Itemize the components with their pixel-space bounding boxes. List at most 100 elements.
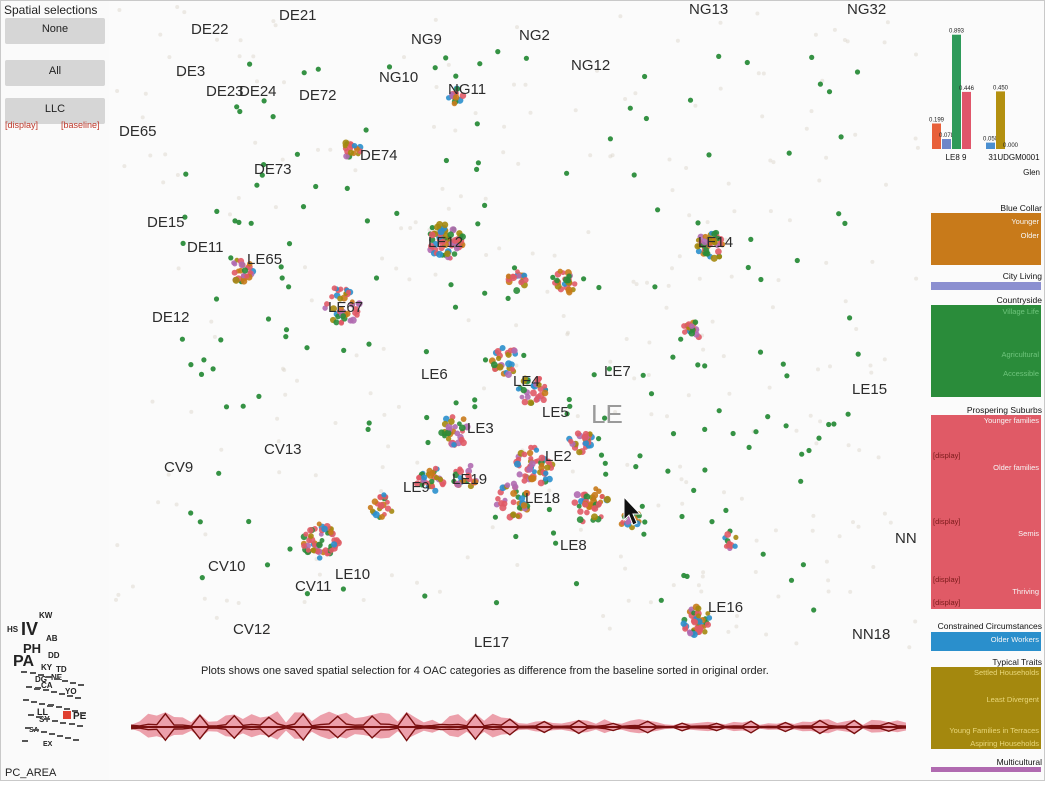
area-point[interactable]: [554, 277, 560, 284]
area-point[interactable]: [313, 473, 318, 478]
area-point[interactable]: [265, 628, 270, 633]
area-point[interactable]: [535, 393, 541, 400]
area-point[interactable]: [453, 400, 459, 406]
area-point[interactable]: [432, 487, 439, 494]
area-point[interactable]: [338, 320, 345, 326]
area-point[interactable]: [788, 577, 795, 583]
area-point[interactable]: [338, 286, 344, 292]
area-point[interactable]: [466, 318, 471, 323]
area-point[interactable]: [415, 580, 419, 585]
area-point[interactable]: [732, 543, 738, 549]
area-point[interactable]: [534, 376, 542, 383]
area-point[interactable]: [705, 220, 710, 225]
postcode-area-label[interactable]: LE15: [852, 381, 888, 398]
area-point[interactable]: [437, 589, 442, 594]
area-point[interactable]: [682, 625, 689, 632]
area-point[interactable]: [150, 399, 155, 404]
mini-map-area-label[interactable]: KW: [39, 611, 53, 620]
area-point[interactable]: [381, 346, 386, 351]
area-point[interactable]: [316, 521, 322, 527]
area-point[interactable]: [366, 341, 372, 347]
area-point[interactable]: [490, 525, 495, 530]
area-point[interactable]: [816, 367, 820, 372]
postcode-area-label[interactable]: NG2: [519, 27, 550, 44]
area-point[interactable]: [679, 513, 685, 520]
area-point[interactable]: [584, 509, 590, 516]
area-point[interactable]: [543, 470, 549, 476]
area-point[interactable]: [885, 20, 890, 25]
area-point[interactable]: [588, 153, 593, 158]
area-point[interactable]: [724, 531, 732, 538]
area-point[interactable]: [382, 412, 387, 417]
area-point[interactable]: [438, 429, 445, 437]
area-point[interactable]: [322, 547, 329, 554]
area-point[interactable]: [681, 323, 687, 329]
area-point[interactable]: [783, 423, 789, 429]
category-block-constrained[interactable]: Older Workers: [931, 632, 1041, 651]
bar[interactable]: [986, 142, 995, 149]
area-point[interactable]: [364, 218, 370, 224]
area-point[interactable]: [711, 230, 718, 238]
area-point[interactable]: [701, 570, 706, 575]
area-point[interactable]: [541, 389, 549, 397]
area-point[interactable]: [446, 206, 451, 211]
area-point[interactable]: [690, 618, 697, 624]
area-point[interactable]: [565, 332, 570, 337]
postcode-area-label[interactable]: LE3: [467, 420, 494, 437]
area-point[interactable]: [678, 336, 684, 342]
area-point[interactable]: [665, 468, 671, 474]
area-point[interactable]: [718, 86, 723, 91]
area-point[interactable]: [426, 471, 434, 479]
area-point[interactable]: [561, 314, 566, 318]
area-point[interactable]: [521, 352, 527, 358]
area-point[interactable]: [703, 247, 710, 254]
area-point[interactable]: [542, 476, 549, 482]
area-point[interactable]: [695, 605, 702, 612]
area-point[interactable]: [156, 500, 161, 505]
area-point[interactable]: [342, 139, 350, 147]
area-point[interactable]: [254, 182, 260, 188]
area-point[interactable]: [451, 441, 457, 448]
area-point[interactable]: [498, 500, 505, 507]
area-point[interactable]: [567, 403, 573, 409]
area-point[interactable]: [871, 565, 876, 569]
area-point[interactable]: [884, 182, 888, 187]
area-point[interactable]: [474, 121, 480, 127]
area-point[interactable]: [692, 319, 699, 325]
area-point[interactable]: [283, 327, 290, 333]
area-point[interactable]: [754, 538, 759, 543]
area-point[interactable]: [832, 27, 837, 32]
area-point[interactable]: [432, 465, 439, 472]
area-point[interactable]: [224, 598, 229, 603]
area-point[interactable]: [510, 499, 517, 506]
area-point[interactable]: [870, 259, 875, 264]
postcode-area-label[interactable]: LE67: [328, 299, 364, 316]
area-point[interactable]: [496, 363, 504, 371]
area-point[interactable]: [697, 276, 702, 281]
area-point[interactable]: [623, 566, 628, 571]
area-point[interactable]: [808, 413, 813, 418]
area-point[interactable]: [649, 412, 654, 417]
area-point[interactable]: [277, 470, 282, 475]
area-point[interactable]: [366, 420, 372, 426]
area-point[interactable]: [718, 20, 723, 25]
area-point[interactable]: [247, 61, 253, 67]
area-point[interactable]: [576, 516, 584, 523]
area-point[interactable]: [851, 520, 855, 525]
area-point[interactable]: [888, 520, 893, 525]
area-point[interactable]: [329, 294, 335, 300]
area-point[interactable]: [768, 158, 773, 163]
area-point[interactable]: [495, 355, 502, 362]
postcode-area-label[interactable]: LE2: [545, 448, 572, 465]
area-point[interactable]: [574, 430, 582, 437]
area-point[interactable]: [624, 337, 629, 341]
area-point[interactable]: [765, 414, 771, 420]
area-point[interactable]: [365, 426, 371, 432]
area-point[interactable]: [304, 345, 310, 351]
display-link[interactable]: [display]: [5, 120, 39, 130]
area-point[interactable]: [826, 578, 831, 583]
area-point[interactable]: [482, 357, 489, 363]
area-point[interactable]: [213, 296, 220, 302]
mini-map-area-label[interactable]: HS: [7, 625, 19, 634]
area-point[interactable]: [261, 162, 267, 168]
